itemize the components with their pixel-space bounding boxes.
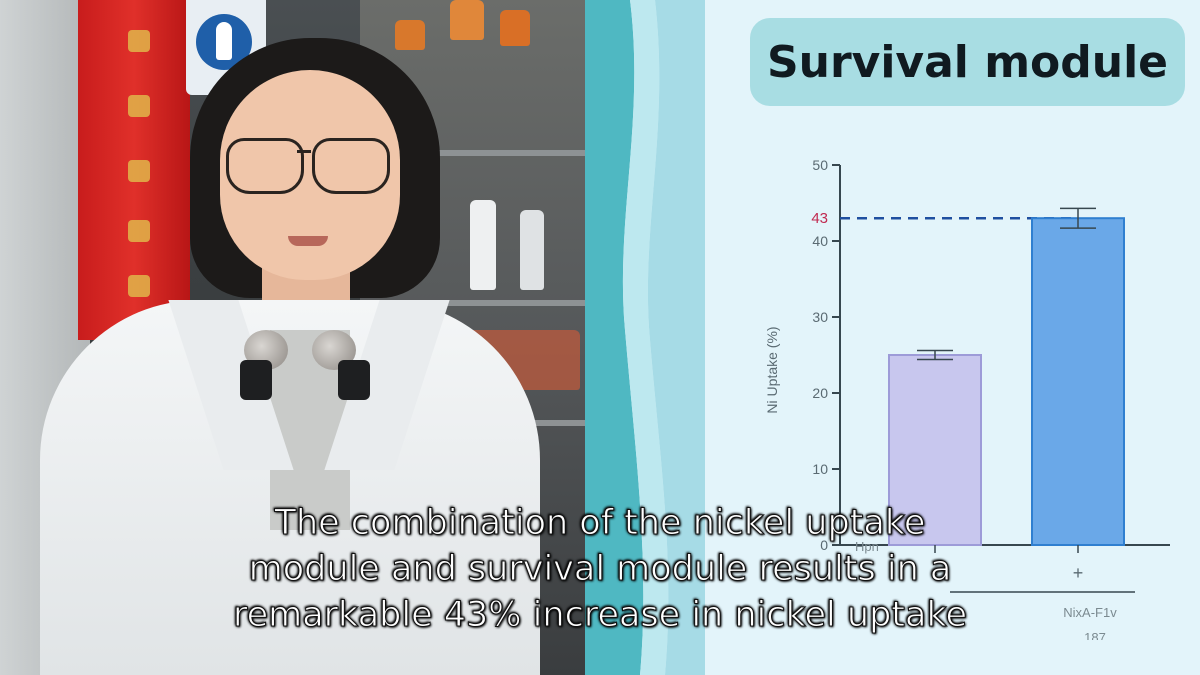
caption-line: remarkable 43% increase in nickel uptake [232,595,968,636]
highlight-value-label: 43 [811,210,828,227]
y-tick-label: 50 [812,157,828,173]
banner-char [128,160,150,182]
banner-char [128,95,150,117]
banner-char [128,30,150,52]
y-tick-label: 0 [820,537,828,553]
bottle [395,20,425,50]
caption-line: The combination of the nickel uptake [274,503,926,544]
shelf [370,150,610,156]
glasses-icon [312,138,390,194]
banner-char [128,275,150,297]
subtitle-captions: The combination of the nickel uptake mod… [0,500,1200,638]
bottle [450,0,484,40]
x-row-label: Hpn [855,539,879,554]
x-category-label: + [1073,563,1084,583]
banner-char [128,220,150,242]
video-frame [0,0,620,675]
x-category-label: - [932,563,938,583]
person-icon [216,22,232,60]
glasses-bridge [297,150,311,153]
microphone-transmitter [338,360,370,400]
shelf [370,300,610,306]
bottle [500,10,530,46]
ni-uptake-bar-chart: Ni Uptake (%) 43 0 10 20 30 40 50 - + Hpn NixA-F… [764,157,1170,640]
y-tick-label: 30 [812,309,828,325]
mouth [288,236,328,246]
y-tick-label: 10 [812,461,828,477]
glasses-icon [226,138,304,194]
microphone-transmitter [240,360,272,400]
bottle [470,200,496,290]
slide-panel: Survival module Ni Uptake (%) 43 0 10 20 30… [585,0,1200,675]
x-row-label: NixA-F1v [1063,605,1117,620]
caption-line: module and survival module results in a [248,549,952,590]
y-tick-label: 40 [812,233,828,249]
bar [1031,217,1125,546]
title-box: Survival module [750,18,1185,106]
slide-title: Survival module [766,36,1169,88]
bottle [520,210,544,290]
teal-wave-decoration [585,0,705,675]
y-axis-label: Ni Uptake (%) [764,326,780,413]
y-tick-label: 20 [812,385,828,401]
x-row-label: 187 [1084,630,1106,640]
